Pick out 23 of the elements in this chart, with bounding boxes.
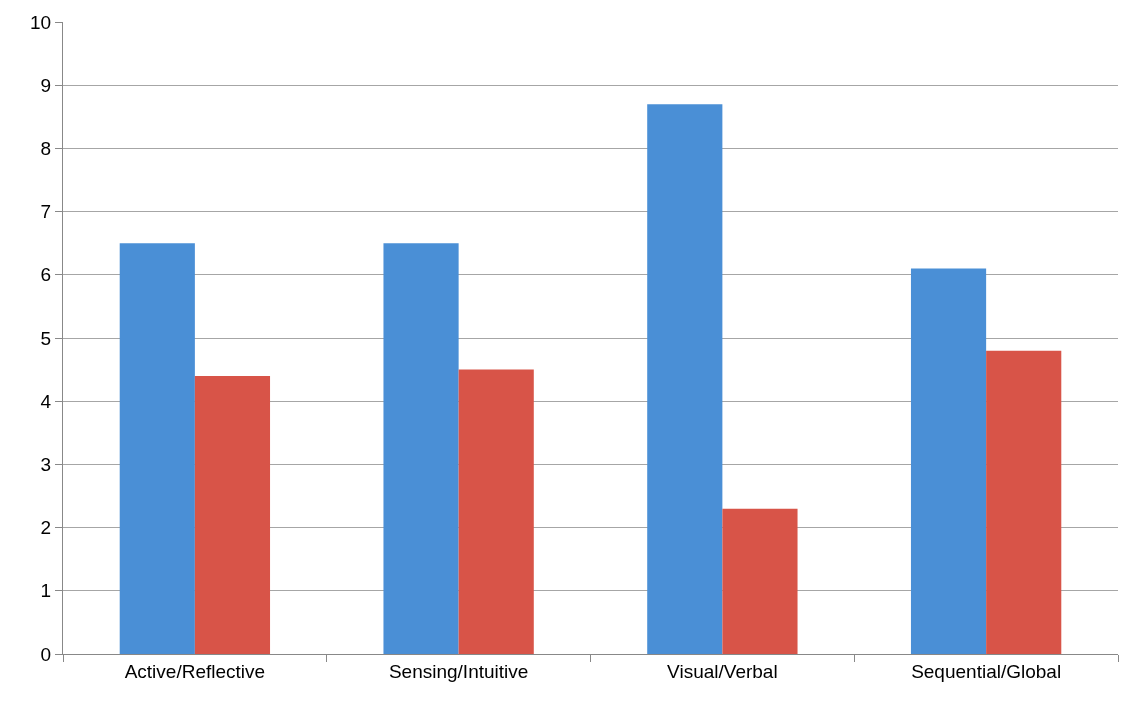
bar — [722, 508, 798, 654]
bar — [119, 243, 195, 654]
y-tick-label: 8 — [40, 138, 52, 160]
y-tick-label: 0 — [40, 643, 52, 665]
bar — [986, 350, 1062, 654]
x-tick-label: Visual/Verbal — [667, 660, 778, 682]
y-tick-label: 3 — [40, 454, 52, 476]
bar — [383, 243, 459, 654]
y-tick-label: 6 — [40, 264, 52, 286]
x-tick-label: Sensing/Intuitive — [388, 660, 529, 682]
y-tick-label: 9 — [40, 74, 52, 96]
bar — [194, 375, 271, 654]
x-tick-label: Active/Reflective — [124, 660, 266, 682]
bar — [458, 369, 534, 654]
x-tick-label: Sequential/Global — [911, 660, 1062, 682]
y-tick-label: 7 — [40, 201, 52, 223]
y-tick-label: 5 — [40, 327, 52, 349]
bar — [910, 268, 987, 654]
bar — [647, 104, 723, 654]
y-tick-label: 2 — [40, 517, 52, 539]
y-tick-label: 10 — [30, 11, 52, 33]
y-tick-label: 1 — [40, 580, 52, 602]
y-tick-label: 4 — [40, 390, 52, 412]
